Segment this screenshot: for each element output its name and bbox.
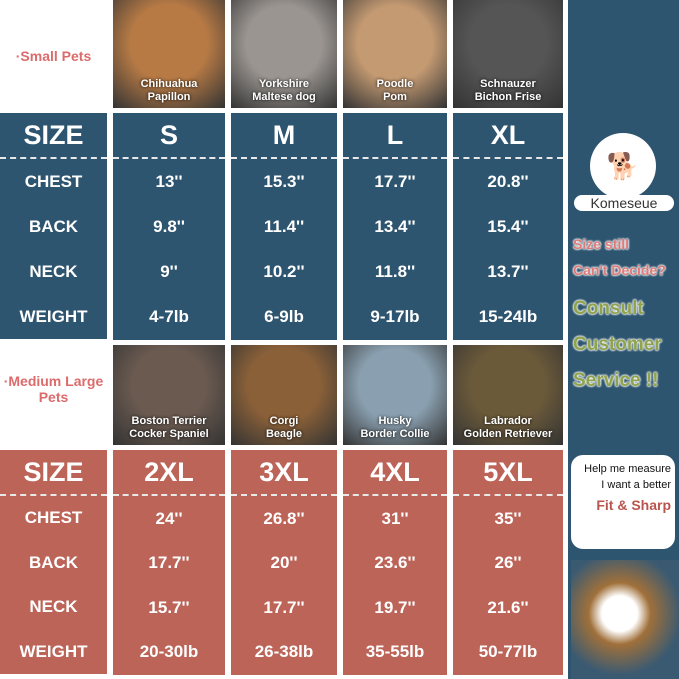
size-header: 3XL — [231, 450, 337, 496]
breed-name: Papillon — [147, 91, 191, 103]
size-header: S — [113, 113, 225, 159]
breed-photo: Schnauzer Bichon Frise — [453, 0, 563, 108]
measurement-value: 50-77lb — [453, 629, 563, 675]
size-header: M — [231, 113, 337, 159]
bubble-line-2: I want a better — [601, 479, 671, 491]
measurement-value: 6-9lb — [231, 294, 337, 340]
measurement-value: 17.7'' — [113, 540, 225, 586]
breed-photo: Chihuahua Papillon — [113, 0, 225, 108]
measurement-value: 4-7lb — [113, 294, 225, 340]
row-label: CHEST — [24, 508, 83, 528]
service-text: Service !! — [573, 370, 659, 391]
speech-bubble: Help me measure I want a better Fit & Sh… — [571, 455, 675, 549]
brand-name: Komeseue — [574, 195, 674, 211]
measurement-value: 15-24lb — [453, 294, 563, 340]
brand-logo: 🐕 — [590, 133, 656, 199]
row-label: BACK — [28, 552, 79, 572]
measurement-value: 26.8'' — [231, 496, 337, 542]
breed-name: Poodle — [376, 78, 414, 90]
breed-name: Cocker Spaniel — [129, 428, 209, 440]
customer-text: Customer — [573, 334, 662, 355]
measurement-value: 15.4'' — [453, 204, 563, 250]
measurement-value: 13.7'' — [453, 249, 563, 295]
measurement-value: 9-17lb — [343, 294, 447, 340]
label-column — [0, 496, 107, 674]
measurement-value: 11.8'' — [343, 249, 447, 295]
breed-name: Chihuahua — [140, 78, 198, 90]
measurement-value: 35'' — [453, 496, 563, 542]
measurement-value: 15.7'' — [113, 585, 225, 631]
measurement-value: 13'' — [113, 159, 225, 205]
measurement-value: 9.8'' — [113, 204, 225, 250]
group-label: ·Small Pets — [15, 48, 92, 64]
group-label: ·Medium Large Pets — [3, 373, 104, 405]
measurement-value: 15.3'' — [231, 159, 337, 205]
breed-name: Labrador — [484, 415, 532, 427]
beagle-photo — [571, 560, 679, 679]
consult-text: Consult — [573, 298, 644, 319]
breed-name: Yorkshire — [259, 78, 309, 90]
measurement-value: 20.8'' — [453, 159, 563, 205]
breed-name: Corgi — [269, 415, 299, 427]
bubble-line-1: Help me measure — [584, 463, 671, 475]
breed-name: Border Collie — [360, 428, 430, 440]
measurement-value: 10.2'' — [231, 249, 337, 295]
label-column — [0, 159, 107, 339]
breed-photo: Corgi Beagle — [231, 345, 337, 445]
row-label: NECK — [29, 261, 78, 281]
breed-name: Beagle — [265, 428, 303, 440]
measurement-value: 31'' — [343, 496, 447, 542]
breed-photo: Husky Border Collie — [343, 345, 447, 445]
breed-name: Pom — [383, 91, 407, 103]
size-header: 4XL — [343, 450, 447, 496]
cant-decide-text: Can't Decide? — [573, 262, 666, 278]
breed-photo: Poodle Pom — [343, 0, 447, 108]
row-label: CHEST — [24, 171, 83, 191]
measurement-value: 9'' — [113, 249, 225, 295]
measurement-value: 17.7'' — [343, 159, 447, 205]
measurement-value: 21.6'' — [453, 585, 563, 631]
breed-name: Boston Terrier — [131, 415, 207, 427]
row-label: WEIGHT — [19, 306, 88, 326]
measurement-value: 13.4'' — [343, 204, 447, 250]
measurement-value: 23.6'' — [343, 540, 447, 586]
breed-name: Maltese dog — [252, 91, 316, 103]
measurement-value: 17.7'' — [231, 585, 337, 631]
size-header: XL — [453, 113, 563, 159]
breed-name: Schnauzer — [480, 78, 536, 90]
row-label: BACK — [28, 216, 79, 236]
measurement-value: 26'' — [453, 540, 563, 586]
bubble-line-3: Fit & Sharp — [596, 497, 671, 513]
size-header-label: SIZE — [0, 450, 107, 496]
measurement-value: 20-30lb — [113, 629, 225, 675]
measurement-value: 20'' — [231, 540, 337, 586]
breed-photo: Yorkshire Maltese dog — [231, 0, 337, 108]
measurement-value: 19.7'' — [343, 585, 447, 631]
breed-name: Bichon Frise — [474, 91, 542, 103]
measurement-value: 11.4'' — [231, 204, 337, 250]
breed-photo: Boston Terrier Cocker Spaniel — [113, 345, 225, 445]
size-still-text: Size still — [573, 236, 630, 252]
measurement-value: 24'' — [113, 496, 225, 542]
measurement-value: 26-38lb — [231, 629, 337, 675]
size-header: 5XL — [453, 450, 563, 496]
row-label: NECK — [29, 597, 78, 617]
breed-name: Golden Retriever — [463, 428, 553, 440]
breed-photo: Labrador Golden Retriever — [453, 345, 563, 445]
row-label: WEIGHT — [19, 641, 88, 661]
measurement-value: 35-55lb — [343, 629, 447, 675]
size-header-label: SIZE — [0, 113, 107, 159]
size-header: 2XL — [113, 450, 225, 496]
size-header: L — [343, 113, 447, 159]
breed-name: Husky — [378, 415, 412, 427]
